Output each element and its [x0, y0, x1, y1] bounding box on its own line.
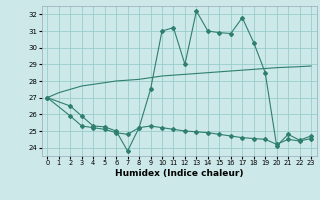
X-axis label: Humidex (Indice chaleur): Humidex (Indice chaleur)	[115, 169, 244, 178]
